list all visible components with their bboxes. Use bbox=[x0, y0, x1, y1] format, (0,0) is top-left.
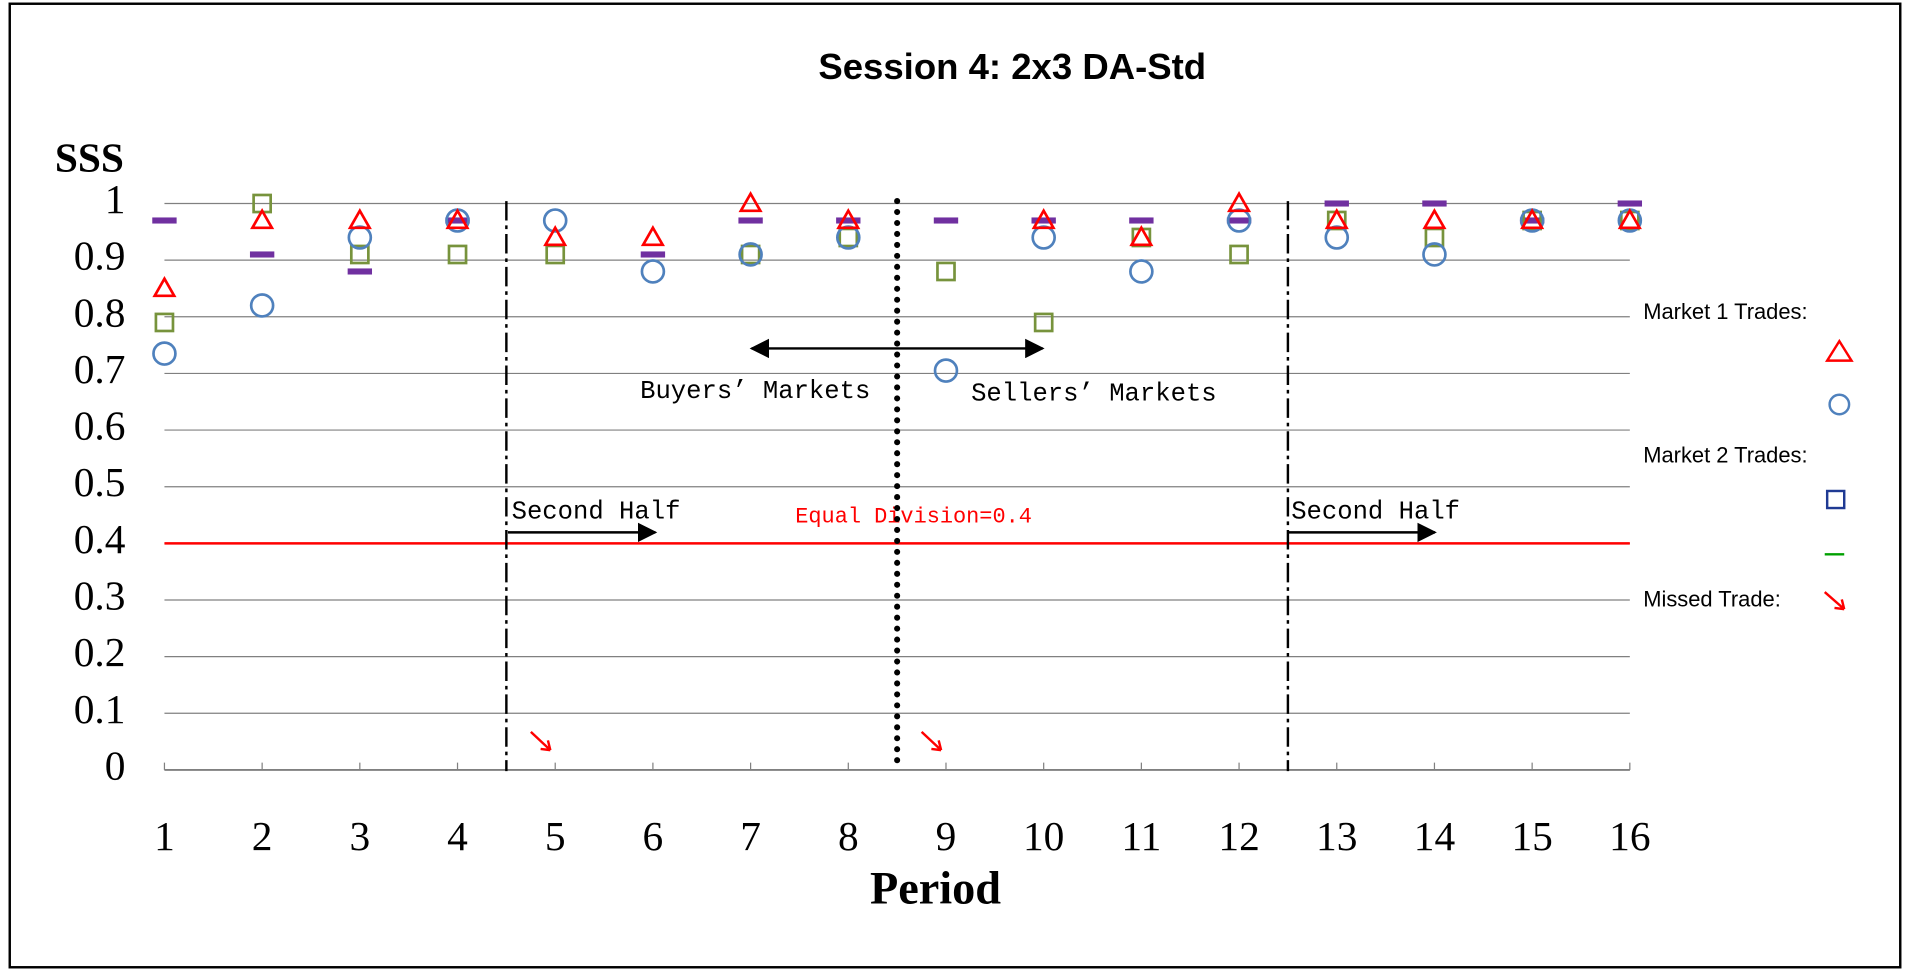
chart-title: Session 4: 2x3 DA-Std bbox=[818, 46, 1206, 87]
legend-symbol bbox=[1824, 338, 1854, 362]
triangle-marker bbox=[1422, 208, 1447, 230]
dash-marker bbox=[347, 268, 373, 275]
legend-label: Market 1 Trades: bbox=[1643, 299, 1807, 324]
frame bbox=[8, 2, 1902, 969]
triangle-marker bbox=[445, 208, 470, 230]
annotation: Buyers’ Markets bbox=[640, 377, 870, 406]
y-tick-label: 0.8 bbox=[74, 289, 126, 335]
x-tick-label: 4 bbox=[447, 813, 468, 859]
dash-marker bbox=[836, 217, 861, 224]
y-tick-label: 0.9 bbox=[74, 233, 126, 279]
missed-trade-marker bbox=[530, 730, 552, 752]
x-tick-label: 11 bbox=[1121, 813, 1161, 859]
missed-trade-marker bbox=[920, 730, 943, 752]
y-tick-label: 0 bbox=[105, 742, 126, 788]
x-tick-label: 6 bbox=[643, 813, 664, 859]
triangle-marker bbox=[640, 225, 665, 247]
y-tick-label: 0.2 bbox=[74, 629, 126, 675]
x-tick-label: 1 bbox=[154, 813, 175, 859]
square-marker bbox=[447, 244, 468, 265]
dash-marker bbox=[1031, 217, 1056, 224]
legend-label: Missed Trade: bbox=[1643, 586, 1781, 611]
x-tick-label: 13 bbox=[1316, 813, 1357, 859]
square-marker bbox=[154, 312, 175, 333]
triangle-marker bbox=[1324, 208, 1349, 230]
x-axis-label: Period bbox=[870, 864, 1001, 915]
annotation: Second Half bbox=[1291, 497, 1460, 526]
circle-marker bbox=[738, 242, 763, 267]
square-marker bbox=[349, 244, 370, 265]
triangle-marker bbox=[347, 208, 372, 230]
y-tick-label: 0.6 bbox=[74, 403, 126, 449]
x-tick-label: 16 bbox=[1609, 813, 1650, 859]
triangle-marker bbox=[1031, 208, 1056, 230]
triangle-marker bbox=[738, 191, 763, 213]
annotation: Sellers’ Markets bbox=[971, 379, 1217, 408]
dash-marker bbox=[1422, 200, 1447, 207]
legend-symbol bbox=[1828, 393, 1851, 416]
dash-marker bbox=[1226, 217, 1252, 224]
triangle-marker bbox=[543, 225, 568, 247]
dash-marker bbox=[152, 217, 177, 224]
dash-marker bbox=[640, 251, 666, 258]
circle-marker bbox=[640, 259, 666, 284]
dash-marker bbox=[249, 251, 275, 258]
x-tick-label: 12 bbox=[1218, 813, 1259, 859]
legend-symbol bbox=[1825, 489, 1846, 510]
x-tick-label: 2 bbox=[252, 813, 273, 859]
triangle-marker bbox=[152, 276, 177, 298]
square-marker bbox=[1033, 312, 1054, 333]
circle-marker bbox=[1422, 242, 1447, 267]
y-tick-label: 0.4 bbox=[74, 516, 126, 562]
x-tick-label: 14 bbox=[1414, 813, 1456, 859]
circle-marker bbox=[249, 293, 275, 318]
square-marker bbox=[1229, 244, 1249, 265]
triangle-marker bbox=[1520, 208, 1545, 230]
y-tick-label: 0.7 bbox=[74, 346, 126, 392]
circle-marker bbox=[933, 358, 959, 383]
square-marker bbox=[740, 244, 761, 265]
dash-marker bbox=[933, 217, 959, 224]
triangle-marker bbox=[836, 208, 861, 230]
dash-marker bbox=[1129, 217, 1154, 224]
legend-symbol bbox=[1823, 591, 1846, 611]
dash-marker bbox=[1519, 217, 1545, 224]
y-tick-label: 0.3 bbox=[74, 573, 126, 619]
circle-marker bbox=[542, 208, 568, 233]
y-tick-label: 0.5 bbox=[74, 459, 126, 505]
dash-marker bbox=[1617, 200, 1643, 207]
dash-marker bbox=[445, 217, 470, 224]
reference-label: Equal Division=0.4 bbox=[795, 504, 1032, 529]
triangle-marker bbox=[1129, 225, 1154, 247]
dash-marker bbox=[1324, 200, 1349, 207]
legend: Market 1 Trades: Market 2 Trades: Missed… bbox=[1643, 299, 1854, 611]
x-tick-label: 10 bbox=[1023, 813, 1064, 859]
square-marker bbox=[936, 261, 956, 282]
triangle-marker bbox=[1617, 208, 1642, 230]
x-tick-label: 9 bbox=[936, 813, 957, 859]
legend-label: Market 2 Trades: bbox=[1643, 443, 1807, 468]
circle-marker bbox=[152, 341, 177, 366]
dash-marker bbox=[738, 217, 763, 224]
x-tick-label: 7 bbox=[740, 813, 761, 859]
x-tick-label: 5 bbox=[545, 813, 566, 859]
annotation: Second Half bbox=[512, 497, 681, 526]
x-tick-label: 8 bbox=[838, 813, 859, 859]
y-tick-label: 1 bbox=[105, 176, 126, 222]
x-tick-label: 15 bbox=[1511, 813, 1552, 859]
y-tick-label: 0.1 bbox=[74, 686, 126, 732]
circle-marker bbox=[1129, 259, 1154, 284]
x-tick-label: 3 bbox=[349, 813, 370, 859]
y-axis-label: SSS bbox=[55, 135, 124, 181]
triangle-marker bbox=[1227, 191, 1252, 213]
triangle-marker bbox=[250, 208, 275, 230]
